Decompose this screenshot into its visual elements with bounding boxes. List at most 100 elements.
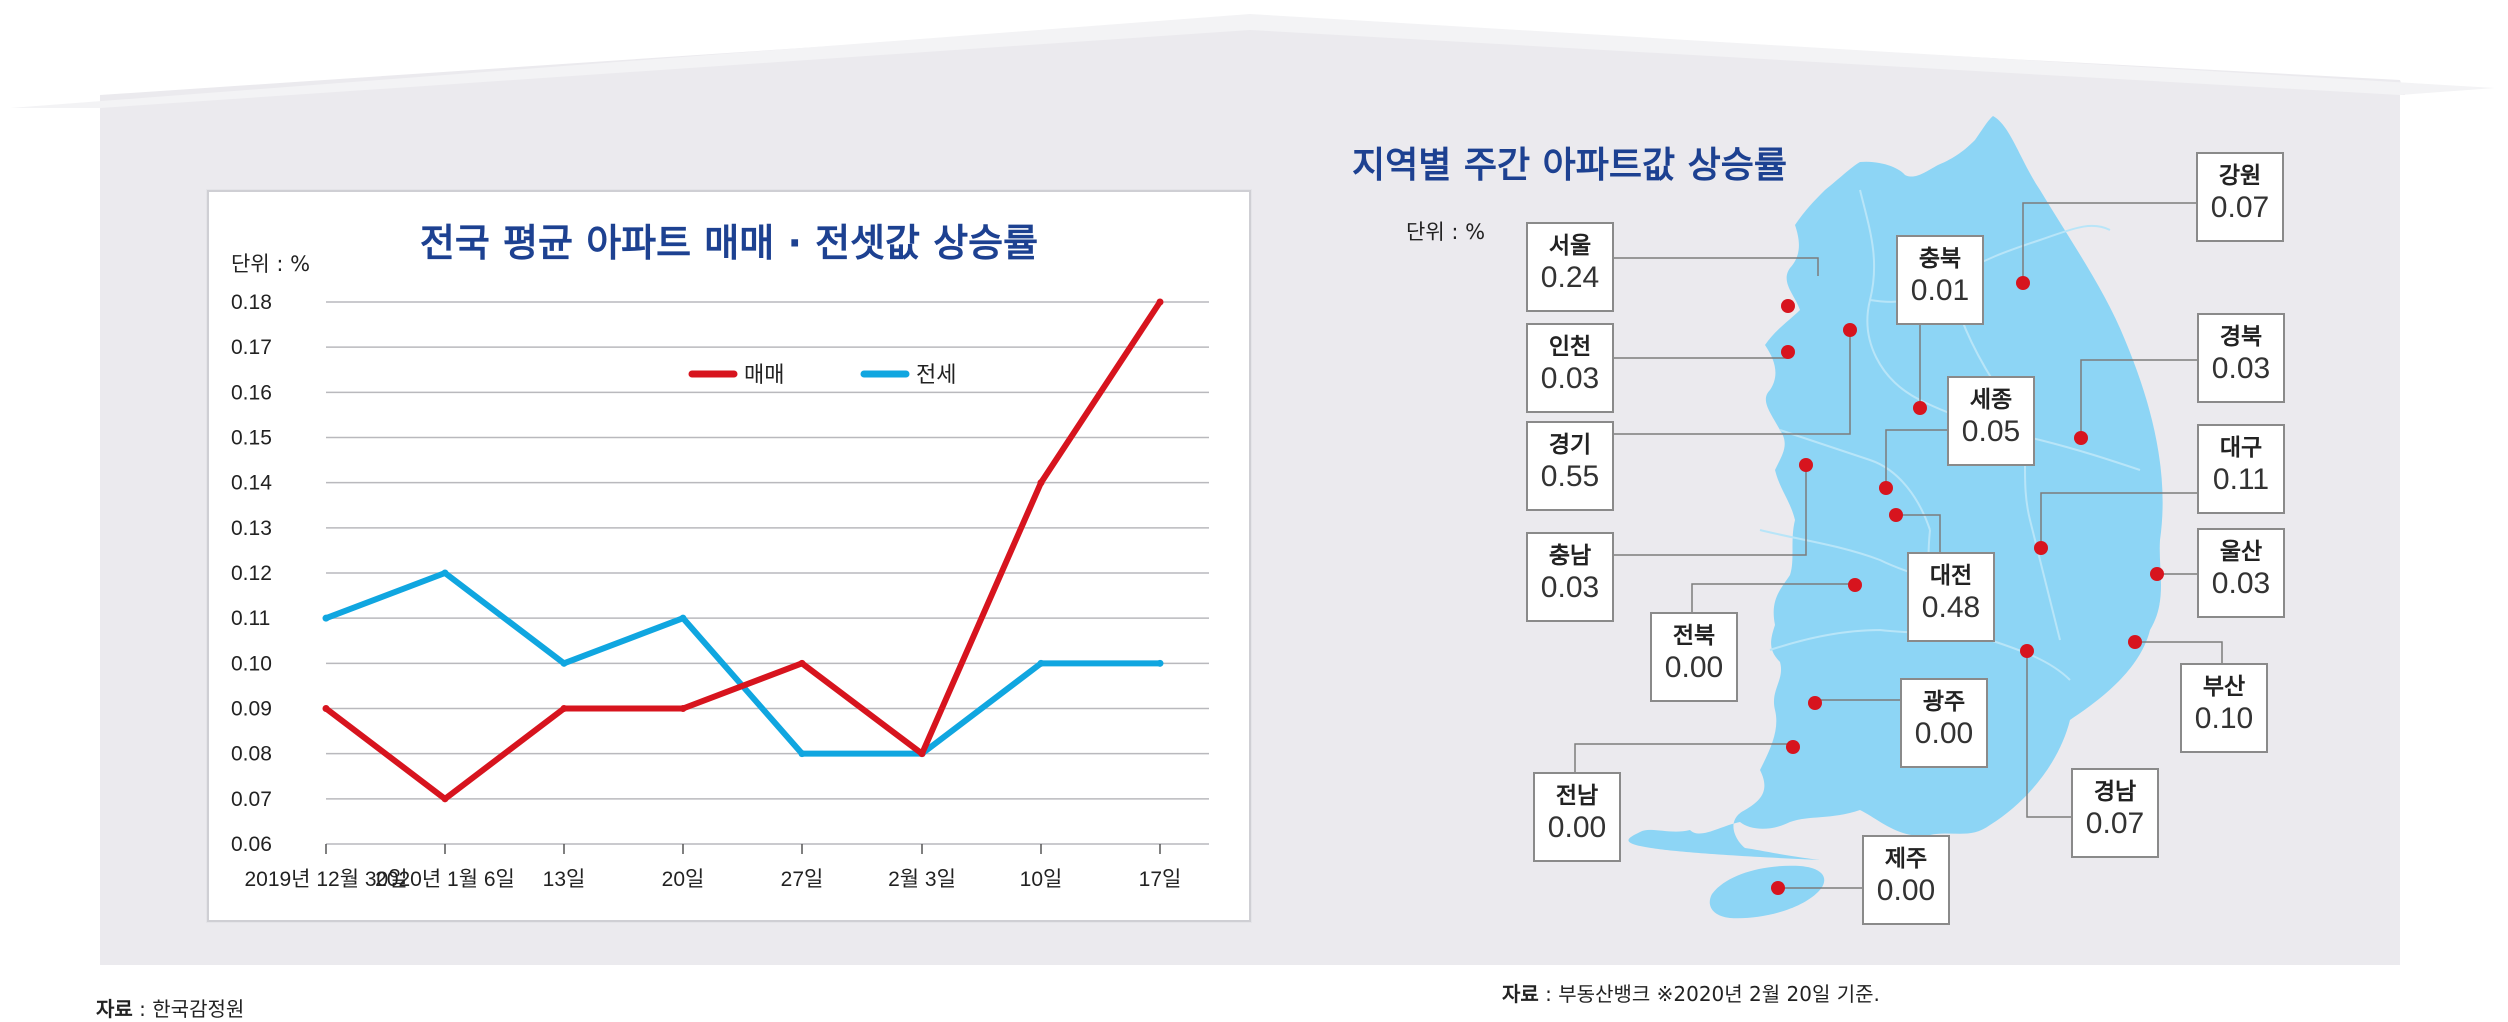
region-box: 충남 0.03 [1526,532,1614,622]
region-value: 0.01 [1910,274,1970,307]
region-box: 대구 0.11 [2197,424,2285,514]
region-dot [2128,635,2142,649]
region-dot [1889,508,1903,522]
data-point [560,705,568,712]
region-value: 0.24 [1540,261,1600,294]
y-tick-label: 0.07 [231,788,272,811]
data-point [1156,659,1164,667]
region-name: 강원 [2218,162,2262,188]
y-tick-label: 0.13 [231,517,272,540]
x-tick-label: 2020년 1월 6일 [375,868,515,891]
y-tick-label: 0.06 [231,833,272,856]
region-name: 충남 [1548,542,1592,568]
data-point [918,750,926,758]
region-value: 0.00 [1876,874,1936,907]
data-point [1156,298,1164,306]
mainland-shape [1628,116,2163,860]
region-dot [1771,881,1785,895]
region-dot [1786,740,1800,754]
line-chart-title: 전국 평균 아파트 매매 · 전셋값 상승률 [419,221,1039,265]
region-dot [2074,431,2088,445]
leader-line [1610,257,1819,276]
region-dots [1771,276,2164,895]
map-unit: 단위 : % [1406,220,1486,244]
region-dot [2016,276,2030,290]
region-box: 경기 0.55 [1526,421,1614,511]
map-source: 자료 : 부동산뱅크 ※2020년 2월 20일 기준. [1502,978,1880,1007]
data-point [441,569,449,577]
region-name: 경북 [2219,323,2263,349]
region-dot [2020,644,2034,658]
map-source-label: 자료 [1502,982,1539,1006]
leader-line [1610,465,1807,556]
y-tick-label: 0.14 [231,472,272,495]
region-box: 광주 0.00 [1900,678,1988,768]
data-point [322,705,330,712]
jeju-island-shape [1709,865,1825,919]
region-value: 0.05 [1961,415,2021,448]
line-chart-source-text: : 한국감정원 [132,997,245,1021]
region-value: 0.00 [1664,651,1724,684]
data-point [798,659,806,667]
region-dot [2150,567,2164,581]
region-box: 부산 0.10 [2180,663,2268,753]
region-box: 전남 0.00 [1533,772,1621,862]
line-chart-unit: 단위 : % [231,252,311,276]
y-tick-label: 0.18 [231,291,272,314]
region-value: 0.11 [2212,463,2270,496]
data-point [1037,479,1045,487]
leader-line [1610,330,1851,435]
x-tick-label: 20일 [662,868,705,891]
region-value: 0.03 [2211,567,2271,600]
region-name: 세종 [1969,386,2013,412]
region-name: 전남 [1555,782,1599,808]
region-dot [1781,345,1795,359]
y-tick-label: 0.08 [231,743,272,766]
region-box: 대전 0.48 [1907,552,1995,642]
region-dot [1808,696,1822,710]
region-dot [1843,323,1857,337]
region-name: 경기 [1548,431,1592,457]
legend-label: 매매 [744,362,784,387]
series-line-매매 [323,299,1163,802]
region-name: 전북 [1672,622,1716,648]
region-box: 경남 0.07 [2071,768,2159,858]
map-source-text: : 부동산뱅크 ※2020년 2월 20일 기준. [1538,982,1880,1006]
legend-label: 전세 [916,362,956,387]
data-point [441,795,449,803]
region-name: 울산 [2219,538,2263,564]
x-tick-label: 2월 3일 [888,868,956,891]
region-name: 부산 [2202,673,2246,699]
region-value: 0.55 [1540,460,1600,493]
region-value: 0.03 [1540,362,1600,395]
y-tick-label: 0.12 [231,562,272,585]
y-tick-label: 0.16 [231,381,272,404]
line-chart-plot: 0.06 0.07 0.08 0.09 0.10 0.11 0.12 0.13 0.14 0.15… [231,291,1209,891]
leader-line [2040,492,2197,548]
region-dot [1781,299,1795,313]
line-chart-source-label: 자료 [96,997,133,1021]
region-value: 0.10 [2194,702,2254,735]
leader-line [2022,202,2196,283]
leader-line [1574,743,1793,772]
region-value: 0.07 [2210,191,2270,224]
y-tick-label: 0.10 [231,652,272,675]
region-name: 대구 [2219,434,2263,460]
data-point [679,614,687,622]
leader-line [2026,651,2071,818]
line-chart-panel: 전국 평균 아파트 매매 · 전셋값 상승률 단위 : % 0.06 0.07 0.… [207,190,1251,922]
region-box: 경북 0.03 [2197,313,2285,403]
region-name: 광주 [1922,688,1966,714]
region-dot [1799,458,1813,472]
data-point [560,659,568,667]
region-box: 울산 0.03 [2197,528,2285,618]
leader-lines [1574,202,2223,889]
data-point [322,614,330,622]
x-tick-label: 10일 [1020,868,1063,891]
region-value: 0.48 [1921,591,1981,624]
region-value: 0.03 [1540,571,1600,604]
map-title: 지역별 주간 아파트값 상승률 [1352,145,1788,186]
region-box: 강원 0.07 [2196,152,2284,242]
line-chart-source: 자료 : 한국감정원 [96,993,244,1022]
